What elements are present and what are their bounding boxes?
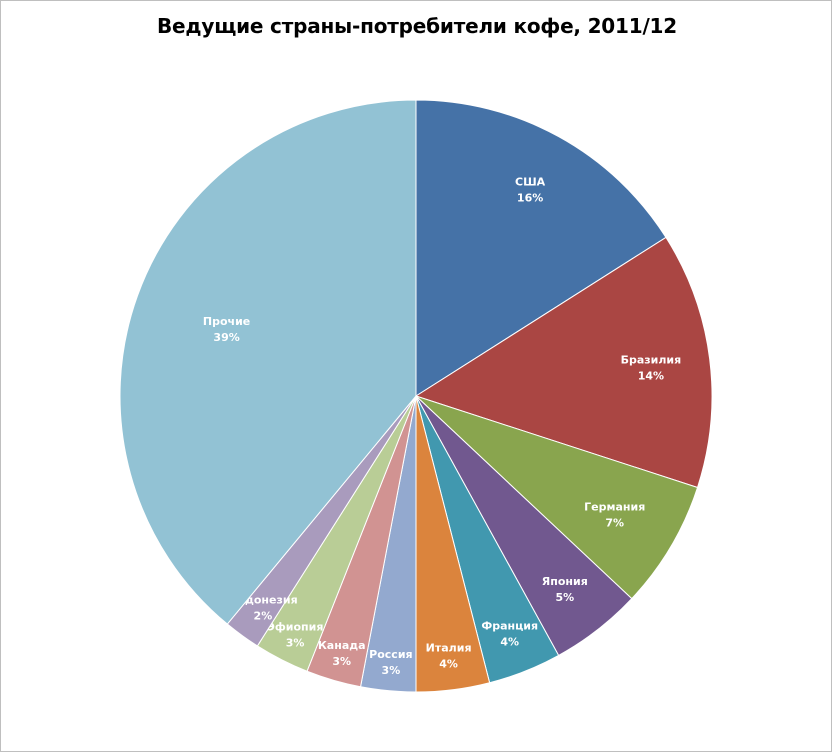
slice-label-2: Бразилия 14%: [621, 353, 682, 382]
slice-label-4: Япония 5%: [542, 575, 588, 604]
slice-label-8: Канада 3%: [318, 639, 366, 668]
slice-percent-label: 14%: [638, 369, 664, 382]
slice-label-9: Эфиопия 3%: [267, 620, 324, 649]
slice-label-3: Германия 7%: [584, 501, 645, 530]
pie-slice-11: [119, 99, 417, 625]
slice-percent-label: 5%: [555, 591, 574, 604]
slice-percent-label: 3%: [382, 664, 401, 677]
slice-percent-label: 3%: [332, 655, 351, 668]
slice-percent-label: 4%: [439, 657, 458, 670]
slice-label-6: Италия 4%: [426, 641, 472, 670]
slice-label-11: Прочие 39%: [203, 315, 250, 344]
slice-percent-label: 39%: [213, 331, 239, 344]
slice-name-label: Франция: [481, 620, 538, 633]
chart-title: Ведущие страны-потребители кофе, 2011/12: [157, 14, 677, 38]
slice-name-label: Италия: [426, 641, 472, 654]
slice-name-label: Бразилия: [621, 353, 682, 366]
pie-slice-1: [415, 99, 667, 397]
slice-label-1: США 16%: [515, 176, 546, 205]
slice-percent-label: 2%: [254, 610, 273, 623]
slice-label-5: Франция 4%: [481, 620, 538, 649]
slice-name-label: Япония: [542, 575, 588, 588]
slice-name-label: Прочие: [203, 315, 250, 328]
slice-name-label: Россия: [369, 648, 412, 661]
slice-percent-label: 7%: [605, 517, 624, 530]
slice-name-label: Эфиопия: [267, 620, 324, 633]
slice-name-label: Канада: [318, 639, 366, 652]
pie-slice-2: [414, 236, 713, 489]
slice-name-label: США: [515, 176, 546, 189]
slice-name-label: Германия: [584, 501, 645, 514]
slice-percent-label: 4%: [500, 636, 519, 649]
slice-percent-label: 3%: [286, 636, 305, 649]
pie-slice-3: [415, 395, 699, 600]
slice-label-7: Россия 3%: [369, 648, 412, 677]
slice-percent-label: 16%: [517, 192, 543, 205]
